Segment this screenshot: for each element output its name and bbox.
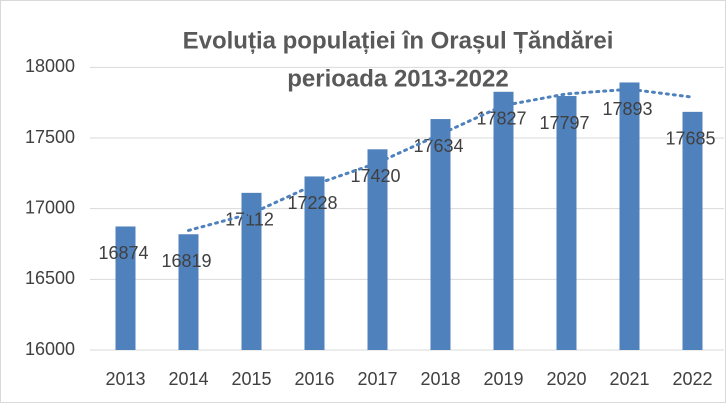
bar — [241, 192, 262, 350]
x-tick-label: 2013 — [105, 369, 145, 389]
data-label: 16819 — [161, 251, 211, 271]
bar — [682, 111, 703, 350]
data-label: 17112 — [225, 210, 274, 230]
bar — [619, 82, 640, 351]
bar — [115, 226, 136, 350]
x-tick-label: 2021 — [609, 369, 649, 389]
data-label: 16874 — [98, 243, 148, 263]
x-tick-label: 2020 — [546, 369, 586, 389]
bar — [367, 149, 388, 350]
data-label: 17827 — [476, 109, 526, 129]
y-tick-label: 16500 — [25, 268, 75, 288]
y-tick-label: 16000 — [25, 339, 75, 359]
x-tick-label: 2015 — [231, 369, 271, 389]
data-label: 17685 — [665, 129, 715, 149]
x-tick-label: 2019 — [483, 369, 523, 389]
bar — [304, 176, 325, 350]
data-label: 17797 — [539, 113, 589, 133]
data-label: 17634 — [413, 136, 463, 156]
chart-title: Evoluția populației în Orașul Țăndărei — [183, 27, 614, 54]
y-tick-label: 17000 — [25, 197, 75, 217]
x-tick-label: 2017 — [357, 369, 397, 389]
y-tick-label: 17500 — [25, 127, 75, 147]
bar — [178, 234, 199, 350]
x-tick-label: 2018 — [420, 369, 460, 389]
bar — [430, 119, 451, 350]
data-label: 17893 — [602, 99, 652, 119]
chart-title: perioada 2013-2022 — [287, 65, 508, 92]
bar — [556, 96, 577, 350]
x-tick-label: 2022 — [672, 369, 712, 389]
data-label: 17228 — [287, 193, 337, 213]
data-label: 17420 — [350, 166, 400, 186]
bar — [493, 91, 514, 350]
labels: 16000 16500 17000 17500 18000 2013 16874 2014 16… — [25, 56, 716, 389]
x-tick-label: 2014 — [168, 369, 208, 389]
bars — [115, 82, 703, 351]
x-tick-label: 2016 — [294, 369, 334, 389]
y-tick-label: 18000 — [25, 56, 75, 76]
